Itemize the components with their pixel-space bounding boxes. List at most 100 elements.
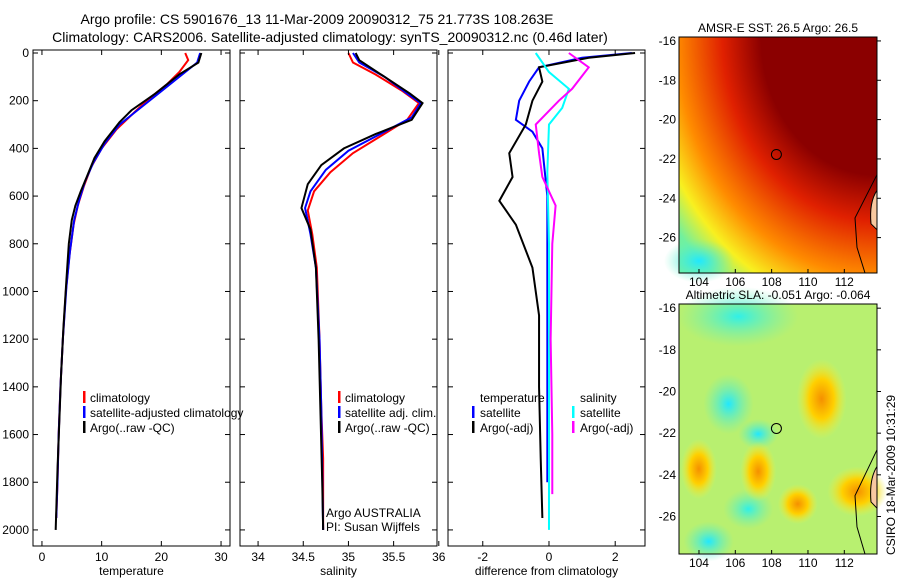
temperature-xtick-label: 10 [95,550,109,564]
legend-label: Argo(..raw -QC) [90,421,175,435]
sst-map-xtick-label: 104 [689,275,709,289]
sst-map-xtick-label: 110 [798,275,817,289]
temperature-panel: 0 10 20 30 0 200 400 600 800 1000 1200 1400 1600 1800… [2,46,243,578]
legend-label: Argo(-adj) [480,421,533,435]
depth-tick-label: 1800 [2,475,29,489]
depth-tick-label: 1000 [2,284,29,298]
depth-tick-label: 1200 [2,332,29,346]
depth-tick-label: 0 [22,46,29,60]
legend-label: climatology [345,391,405,405]
sst-map-panel: AMSR-E SST: 26.5 Argo: 26.5 104 106 108 110 1… [659,21,881,289]
difference-line-salinity-argo-adj- [534,52,591,495]
depth-tick-label: 200 [9,94,29,108]
sla-map-panel: Altimetric SLA: -0.051 Argo: -0.064 104 10… [659,286,888,570]
float-owner-label: Argo AUSTRALIA [326,506,421,520]
salinity-xtick-label: 34.5 [292,550,316,564]
depth-tick-label: 600 [9,189,29,203]
temperature-axes-box [32,49,231,547]
sla-anomaly-blob [703,374,754,434]
difference-xtick-label: 2 [612,550,619,564]
depth-tick-label: 2000 [2,523,29,537]
temperature-xtick-label: 0 [39,550,46,564]
sla-map-ytick-label: -20 [659,385,677,399]
sst-map-axes-box [678,36,878,274]
legend-label: satellite-adjusted climatology [90,406,243,420]
sla-anomaly-blob [678,286,799,347]
sla-map-xtick-label: 106 [725,556,745,570]
temperature-xtick-label: 30 [214,550,228,564]
legend-heading: salinity [580,391,617,405]
depth-tick-label: 1600 [2,428,29,442]
difference-line-temperature-argo-adj- [498,52,636,519]
sla-map-isobath [854,449,878,555]
salinity-xtick-label: 35 [342,550,356,564]
sla-map-ytick-label: -26 [659,510,677,524]
sla-map-xtick-label: 110 [798,556,817,570]
temperature-line-satellite-adjusted-climatology [55,52,202,519]
figure-title-line2: Climatology: CARS2006. Satellite-adjuste… [52,29,608,45]
legend-label: satellite adj. clim. [345,406,436,420]
sst-map-ytick-label: -20 [659,113,677,127]
sla-map-xtick-label: 108 [762,556,782,570]
sla-map-ytick-label: -18 [659,343,677,357]
sst-map-float-marker [770,148,782,160]
sst-map-xtick-label: 106 [725,275,745,289]
sst-map-title: AMSR-E SST: 26.5 Argo: 26.5 [698,21,858,35]
legend-swatch [83,421,86,433]
sla-anomaly-blob [738,419,779,449]
sst-map-ytick-label: -22 [659,152,677,166]
sst-map-xtick-label: 108 [762,275,782,289]
footer-stamp: CSIRO 18-Mar-2009 10:31:29 [884,395,898,555]
depth-tick-label: 400 [9,141,29,155]
sla-anomaly-blob [740,441,777,502]
legend-label: climatology [90,391,150,405]
legend-label: satellite [580,406,621,420]
salinity-line-argo-raw-qc- [300,52,424,530]
legend-swatch [338,391,341,403]
sla-map-xtick-label: 112 [835,556,854,570]
legend-swatch [572,406,575,418]
sla-anomaly-blob [683,521,734,562]
difference-line-salinity-satellite [534,52,571,530]
sla-map-axes-box [678,303,878,555]
sla-map-float-marker [770,422,782,434]
salinity-xtick-label: 34 [251,550,265,564]
legend-label: Argo(-adj) [580,421,633,435]
sst-map-ytick-label: -26 [659,231,677,245]
legend-swatch [83,391,86,403]
sla-map-coastline [870,464,878,510]
sla-map-ytick-label: -22 [659,426,677,440]
sst-cold-patch [664,239,734,283]
legend-label: satellite [480,406,521,420]
sla-map-ytick-label: -16 [659,301,677,315]
temperature-line-argo-raw-qc- [54,52,203,530]
sst-map-ytick-label: -16 [659,34,677,48]
sla-map-xtick-label: 104 [689,556,709,570]
sla-anomaly-blob [680,439,717,499]
salinity-xlabel: salinity [320,564,357,578]
sst-map-coastline [870,188,878,231]
legend-heading: temperature [480,391,545,405]
difference-xtick-label: 0 [546,550,553,564]
sst-map-ytick-label: -18 [659,73,677,87]
legend-swatch [472,421,475,433]
difference-xlabel: difference from climatology [475,564,618,578]
temperature-xtick-label: 20 [155,550,169,564]
salinity-panel: 34 34.5 35 35.5 36 salinity climatologysatelli… [239,49,446,578]
legend-swatch [338,421,341,433]
depth-tick-label: 1400 [2,380,29,394]
difference-xtick-label: -2 [477,550,488,564]
salinity-xtick-label: 35.5 [382,550,406,564]
difference-axes-box [447,49,646,547]
legend-label: Argo(..raw -QC) [345,421,430,435]
sst-heatmap [679,37,877,273]
salinity-axes-box [239,49,438,547]
figure-title-line1: Argo profile: CS 5901676_13 11-Mar-2009 … [81,11,554,27]
legend-swatch [472,406,475,418]
salinity-xtick-label: 36 [432,550,446,564]
sst-map-ytick-label: -24 [659,191,677,205]
sla-anomaly-blob [777,484,818,524]
